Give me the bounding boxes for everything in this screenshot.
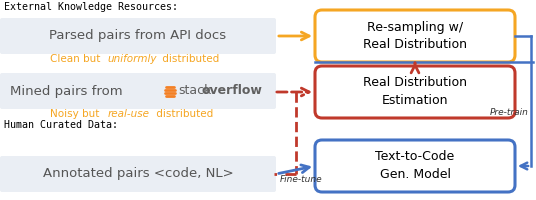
Text: Pre-train: Pre-train: [490, 108, 529, 117]
Text: Real Distribution
Estimation: Real Distribution Estimation: [363, 76, 467, 108]
Text: External Knowledge Resources:: External Knowledge Resources:: [4, 2, 178, 12]
Text: stack: stack: [178, 84, 211, 98]
Text: Mined pairs from: Mined pairs from: [10, 84, 123, 98]
Text: distributed: distributed: [159, 54, 219, 64]
Text: Parsed pairs from API docs: Parsed pairs from API docs: [49, 29, 227, 43]
Text: Clean but: Clean but: [50, 54, 103, 64]
Text: distributed: distributed: [153, 109, 213, 119]
Text: real-use: real-use: [107, 109, 150, 119]
FancyBboxPatch shape: [0, 73, 276, 109]
FancyBboxPatch shape: [315, 140, 515, 192]
FancyBboxPatch shape: [0, 156, 276, 192]
Text: Re-sampling w/
Real Distribution: Re-sampling w/ Real Distribution: [363, 21, 467, 51]
FancyBboxPatch shape: [315, 66, 515, 118]
FancyBboxPatch shape: [0, 18, 276, 54]
Text: Human Curated Data:: Human Curated Data:: [4, 120, 118, 130]
Text: Annotated pairs <code, NL>: Annotated pairs <code, NL>: [43, 168, 233, 180]
FancyBboxPatch shape: [315, 10, 515, 62]
Text: Text-to-Code
Gen. Model: Text-to-Code Gen. Model: [375, 150, 455, 182]
Text: overflow: overflow: [202, 84, 263, 98]
Text: Fine-tune: Fine-tune: [280, 175, 323, 184]
Text: Noisy but: Noisy but: [50, 109, 102, 119]
Text: uniformly: uniformly: [107, 54, 157, 64]
